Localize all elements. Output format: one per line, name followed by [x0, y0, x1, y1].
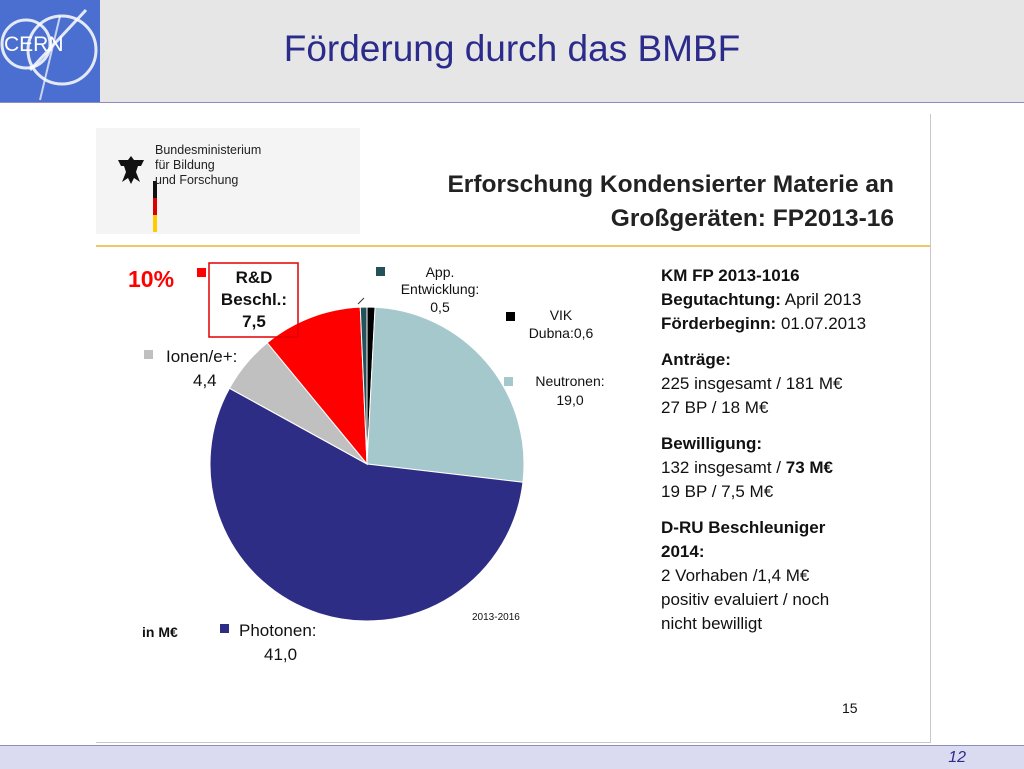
- label-ionen-line-1: Ionen/e+:: [166, 347, 237, 366]
- pie-slice-photonen: [209, 387, 524, 622]
- cern-logo-text: CERN: [4, 33, 64, 56]
- info-begut-value: April 2013: [784, 290, 862, 309]
- label-ionen-line-2: 4,4: [193, 371, 217, 390]
- info-antraege-label: Anträge:: [661, 350, 731, 369]
- ministry-logo-box: Bundesministerium für Bildung und Forsch…: [96, 128, 360, 234]
- legend-marker-vik: [506, 312, 515, 321]
- inner-title-line-2: Großgeräten: FP2013-16: [610, 205, 894, 232]
- label-app-line-2: Entwicklung:: [401, 281, 480, 297]
- info-bewilligung-line-2: 19 BP / 7,5 M€: [661, 482, 774, 501]
- ministry-name-line-1: Bundesministerium: [155, 143, 262, 157]
- label-photonen-line-1: Photonen:: [239, 621, 317, 640]
- info-foerderbeginn: Förderbeginn: 01.07.2013: [661, 312, 866, 336]
- ministry-name-line-2: für Bildung: [155, 158, 215, 172]
- inner-slide-title: Erforschung Kondensierter Materie an Gro…: [447, 168, 894, 236]
- info-begut-label: Begutachtung:: [661, 290, 781, 309]
- info-bewilligung-line-1a: 132 insgesamt /: [661, 458, 786, 477]
- eagle-icon: [118, 156, 144, 184]
- label-vik-line-2: Dubna:0,6: [529, 325, 594, 341]
- label-rd-line-1: R&D: [236, 268, 273, 287]
- pie-chart: 10% R&D Beschl.: 7,5 App. Entwicklung: 0…: [128, 262, 605, 664]
- label-rd-line-3: 7,5: [242, 312, 266, 331]
- info-bewilligung-label: Bewilligung:: [661, 434, 763, 453]
- pie-slice-app: [359, 306, 368, 465]
- pie-slice-rd: [266, 306, 368, 466]
- period-label: 2013-2016: [472, 612, 520, 623]
- ministry-name-line-3: und Forschung: [155, 173, 239, 187]
- leader-line-app: [357, 297, 365, 305]
- embedded-slide: Bundesministerium für Bildung und Forsch…: [96, 114, 931, 743]
- info-dru-line-3: nicht bewilligt: [661, 614, 763, 633]
- legend-marker-app: [376, 267, 385, 276]
- label-neutronen-line-2: 19,0: [556, 392, 583, 408]
- info-antraege-line-1: 225 insgesamt / 181 M€: [661, 374, 843, 393]
- label-neutronen-line-1: Neutronen:: [535, 373, 604, 389]
- info-dru-label-1: D-RU Beschleuniger: [661, 518, 826, 537]
- german-flag-stripe: [153, 181, 157, 232]
- info-km-title: KM FP 2013-1016: [661, 266, 800, 285]
- legend-marker-neutronen: [504, 377, 513, 386]
- info-bewilligung-line-1: 132 insgesamt / 73 M€: [661, 456, 866, 480]
- label-rd-line-2: Beschl.:: [221, 290, 287, 309]
- rd-highlight-box: [208, 262, 299, 338]
- slide-number: 12: [948, 749, 966, 766]
- label-photonen-line-2: 41,0: [264, 645, 297, 664]
- unit-label: in M€: [142, 624, 178, 640]
- label-vik-line-1: VIK: [550, 307, 573, 323]
- slide-header: CERN Förderung durch das BMBF: [0, 0, 1024, 103]
- label-app-line-3: 0,5: [430, 299, 450, 315]
- info-dru-label-2: 2014:: [661, 542, 705, 561]
- slide-title: Förderung durch das BMBF: [283, 28, 741, 69]
- info-antraege-line-2: 27 BP / 18 M€: [661, 398, 769, 417]
- info-dru-line-2: positiv evaluiert / noch: [661, 590, 830, 609]
- info-begutachtung: Begutachtung: April 2013: [661, 288, 866, 312]
- legend-marker-rd: [197, 268, 206, 277]
- pie-slice-neutronen: [366, 306, 525, 483]
- inner-title-line-1: Erforschung Kondensierter Materie an: [447, 171, 894, 198]
- info-foerder-label: Förderbeginn:: [661, 314, 777, 333]
- info-foerder-value: 01.07.2013: [780, 314, 867, 333]
- label-app-line-1: App.: [426, 264, 455, 280]
- pie-slices: [209, 306, 525, 622]
- legend-marker-ionen: [144, 350, 153, 359]
- slide-footer: 12: [0, 745, 1024, 769]
- info-dru-line-1: 2 Vorhaben /1,4 M€: [661, 566, 810, 585]
- page-number: 15: [842, 700, 858, 716]
- cern-logo: CERN: [0, 0, 100, 102]
- highlight-percent-label: 10%: [128, 266, 174, 292]
- title-divider: [96, 245, 930, 247]
- legend-marker-photonen: [220, 624, 229, 633]
- info-panel: KM FP 2013-1016 Begutachtung: April 2013…: [661, 264, 866, 636]
- info-bewilligung-line-1b: 73 M€: [785, 458, 833, 477]
